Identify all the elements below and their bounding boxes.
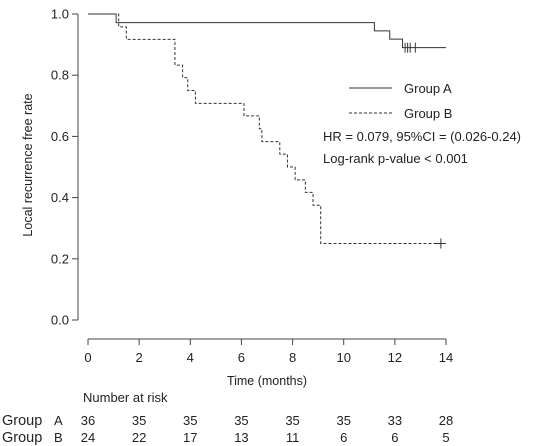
x-tick-label: 14 [439,350,453,365]
risk-value: 6 [340,430,347,445]
risk-value: 17 [183,430,197,445]
risk-value: 33 [388,413,402,428]
risk-value: 13 [234,430,248,445]
x-tick-label: 0 [84,350,91,365]
risk-value: 36 [81,413,95,428]
risk-value: 35 [132,413,146,428]
x-ticks: 0 2 4 6 8 10 12 14 [84,339,453,365]
y-tick-label: 0.0 [51,313,69,328]
y-tick-label: 0.4 [51,190,69,205]
risk-value: 22 [132,430,146,445]
curve-group-a [88,13,446,49]
y-ticks: 0.0 0.2 0.4 0.6 0.8 1.0 [51,7,78,328]
x-axis-title: Time (months) [227,374,307,388]
risk-row-b-label: Group [2,430,42,446]
series-layer [88,13,446,249]
legend: Group A Group B [349,81,452,121]
risk-value: 35 [336,413,350,428]
y-tick-label: 0.2 [51,251,69,266]
curve-group-b [88,13,441,244]
x-tick-label: 12 [388,350,402,365]
risk-values: 36 35 35 35 35 35 33 28 24 22 17 13 11 6 6 5 [81,413,453,445]
risk-value: 35 [285,413,299,428]
hazard-ratio-annotation: HR = 0.079, 95%CI = (0.026-0.24) [323,129,521,144]
x-tick-label: 10 [336,350,350,365]
risk-row-b-group: B [54,430,63,445]
risk-value: 24 [81,430,95,445]
legend-label-group-a: Group A [404,81,452,96]
y-tick-label: 1.0 [51,7,69,22]
risk-row-a-group: A [54,413,63,428]
y-tick-label: 0.8 [51,68,69,83]
y-tick-label: 0.6 [51,129,69,144]
risk-value: 35 [234,413,248,428]
x-tick-label: 2 [136,350,143,365]
risk-value: 11 [286,430,300,445]
risk-value: 28 [439,413,453,428]
y-axis-title: Local recurrence free rate [21,93,35,236]
risk-table-title: Number at risk [83,390,168,405]
risk-value: 5 [442,430,449,445]
risk-value: 35 [183,413,197,428]
risk-row-a-label: Group [2,413,42,429]
x-tick-label: 6 [238,350,245,365]
legend-label-group-b: Group B [404,106,452,121]
logrank-annotation: Log-rank p-value < 0.001 [323,151,468,166]
x-tick-label: 4 [187,350,194,365]
risk-value: 6 [391,430,398,445]
x-tick-label: 8 [289,350,296,365]
